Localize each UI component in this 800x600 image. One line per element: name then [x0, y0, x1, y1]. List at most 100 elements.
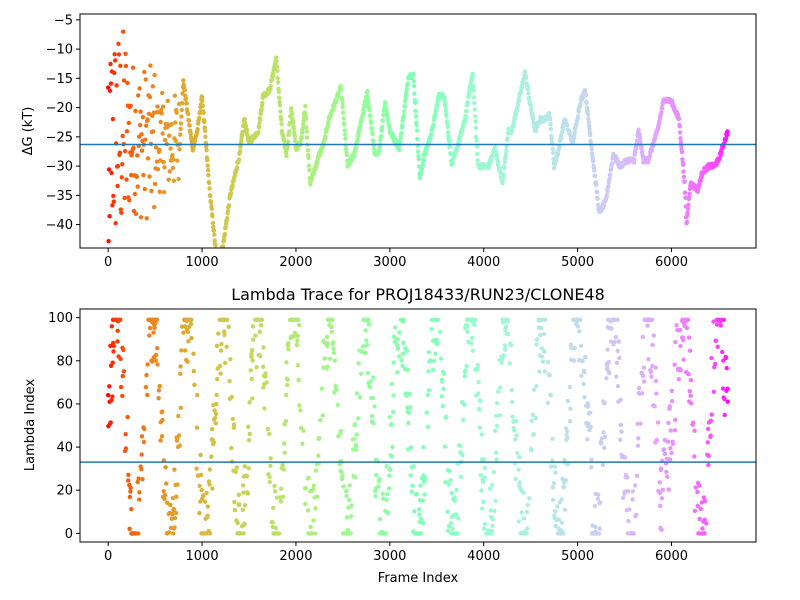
data-point: [232, 499, 237, 505]
data-point: [176, 433, 182, 438]
data-point: [218, 371, 223, 376]
data-point: [638, 421, 643, 426]
data-point: [565, 436, 570, 441]
data-point: [634, 512, 639, 517]
data-point: [110, 360, 115, 365]
data-point: [275, 80, 281, 85]
data-point: [304, 135, 310, 140]
data-point: [439, 394, 444, 399]
data-point: [557, 144, 562, 149]
data-point: [429, 132, 434, 137]
data-point: [263, 371, 268, 376]
data-point: [511, 122, 516, 127]
data-point: [404, 90, 409, 95]
data-point: [357, 395, 363, 400]
data-point: [139, 452, 144, 457]
data-point: [473, 119, 478, 124]
data-point: [134, 174, 139, 179]
data-point: [501, 353, 507, 358]
data-point: [450, 161, 456, 166]
data-point: [137, 497, 142, 502]
data-point: [274, 58, 279, 64]
data-point: [202, 128, 208, 134]
data-point: [281, 467, 287, 472]
data-point: [181, 82, 186, 87]
data-point: [249, 351, 254, 357]
data-point: [329, 324, 334, 330]
data-point: [340, 474, 345, 479]
data-point: [650, 342, 655, 348]
data-point: [126, 472, 131, 478]
data-point: [316, 453, 321, 458]
data-point: [162, 165, 167, 170]
data-point: [642, 379, 647, 384]
data-point: [462, 374, 467, 379]
data-point: [270, 520, 275, 525]
data-point: [641, 365, 647, 370]
data-point: [405, 81, 411, 86]
data-point: [274, 495, 280, 500]
data-point: [340, 105, 345, 110]
data-point: [286, 340, 291, 346]
data-point: [161, 189, 167, 195]
data-point: [677, 124, 682, 129]
data-point: [407, 391, 412, 397]
data-point: [460, 452, 465, 458]
data-point: [530, 412, 536, 418]
data-point: [588, 133, 593, 138]
data-point: [215, 377, 220, 382]
data-point: [353, 475, 358, 480]
data-point: [219, 341, 224, 347]
data-point: [435, 103, 440, 109]
data-point: [542, 369, 547, 374]
data-point: [559, 497, 564, 502]
data-point: [247, 400, 252, 405]
data-point: [224, 344, 229, 349]
data-point: [659, 527, 664, 532]
data-point: [240, 483, 246, 488]
data-point: [122, 195, 127, 201]
data-point: [472, 114, 478, 119]
data-point: [194, 425, 200, 430]
data-point: [202, 119, 207, 125]
data-point: [601, 203, 607, 208]
data-point: [267, 479, 272, 485]
data-point: [521, 516, 527, 521]
data-point: [178, 121, 184, 126]
data-point: [351, 436, 357, 442]
data-point: [110, 116, 116, 122]
data-point: [592, 503, 598, 509]
data-point: [522, 69, 528, 74]
data-point: [389, 381, 395, 387]
data-point: [304, 129, 309, 134]
data-point: [173, 138, 178, 144]
data-point: [667, 404, 672, 409]
delta-g-y-ticks: −40 −35 −30 −25 −20 −15 −10 −5: [46, 13, 80, 233]
data-point: [406, 410, 411, 415]
data-point: [447, 468, 452, 474]
data-point: [243, 123, 248, 128]
data-point: [244, 474, 250, 479]
data-point: [316, 435, 322, 441]
data-point: [444, 414, 449, 419]
data-point: [689, 401, 694, 406]
data-point: [128, 103, 133, 109]
data-point: [380, 118, 386, 123]
data-point: [282, 450, 287, 455]
data-point: [713, 361, 718, 367]
data-point: [144, 123, 149, 128]
data-point: [110, 394, 115, 399]
data-point: [595, 202, 601, 208]
data-point: [139, 434, 145, 439]
data-point: [344, 493, 349, 499]
data-point: [144, 216, 149, 221]
data-point: [391, 393, 396, 398]
data-point: [112, 52, 117, 57]
data-point: [700, 526, 705, 531]
data-point: [289, 106, 294, 111]
data-point: [452, 498, 458, 503]
data-point: [492, 145, 498, 150]
data-point: [373, 494, 378, 499]
data-point: [420, 162, 425, 168]
data-point: [187, 123, 192, 128]
